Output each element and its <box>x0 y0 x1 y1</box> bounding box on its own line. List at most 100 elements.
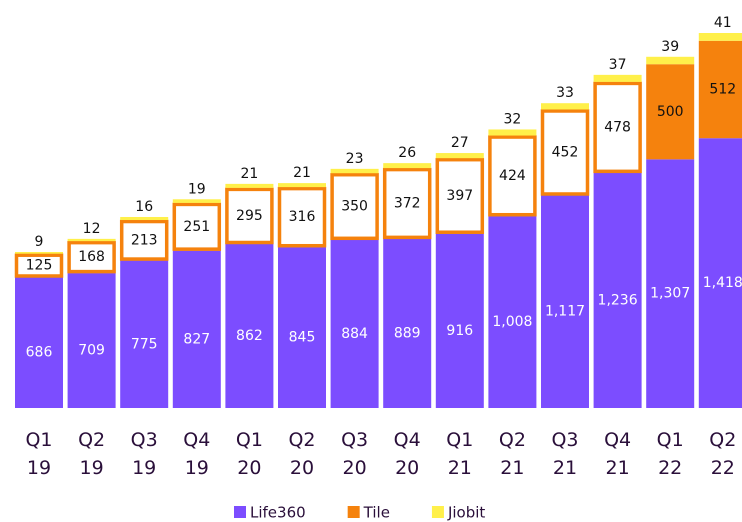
x-tick-label: Q2 19 <box>78 429 105 479</box>
value-label: 213 <box>131 232 158 248</box>
value-label: 23 <box>346 151 364 167</box>
x-tick-label: Q1 20 <box>236 429 263 479</box>
bar-segment <box>119 219 169 261</box>
bar-segment <box>15 277 63 408</box>
x-tick-label: Q4 19 <box>183 429 210 479</box>
value-label: 512 <box>709 82 736 98</box>
bar-segment <box>120 216 169 221</box>
value-label: 316 <box>289 209 316 225</box>
value-label: 33 <box>556 85 574 101</box>
x-tick-label: Q3 21 <box>551 429 578 479</box>
bar-segment <box>383 163 432 169</box>
value-label: 686 <box>26 345 53 361</box>
x-tick-label: Q4 21 <box>604 429 631 479</box>
bar-segment <box>646 56 695 65</box>
x-tick-label: Q2 20 <box>288 429 315 479</box>
bar-segment <box>278 247 326 408</box>
bar-segment <box>278 183 326 188</box>
bar-segment <box>14 253 64 278</box>
x-tick-label: Q3 20 <box>341 429 368 479</box>
value-label: 452 <box>552 144 579 160</box>
value-label: 16 <box>135 199 153 215</box>
value-label: 916 <box>446 323 473 339</box>
value-label: 1,307 <box>650 286 690 302</box>
bar-segment <box>541 103 589 110</box>
bar-segment <box>593 81 642 174</box>
value-label: 397 <box>446 188 473 204</box>
legend-swatch <box>431 506 444 518</box>
bar-segment <box>488 135 537 217</box>
bar-segment <box>15 251 63 254</box>
value-label: 884 <box>341 326 368 342</box>
x-tick-label: Q1 19 <box>25 429 52 479</box>
value-label: 424 <box>499 168 526 184</box>
legend-swatch <box>234 506 246 518</box>
value-label: 500 <box>657 104 684 120</box>
bar-segment <box>67 240 116 274</box>
bar-segment <box>225 243 274 408</box>
x-tick-label: Q1 21 <box>446 429 473 479</box>
bar-segment <box>172 250 221 408</box>
x-tick-label: Q2 21 <box>499 429 526 479</box>
value-label: 775 <box>131 336 158 352</box>
bar-segment <box>225 183 274 188</box>
x-tick-label: Q3 19 <box>131 429 158 479</box>
value-label: 26 <box>398 145 416 161</box>
value-label: 32 <box>503 111 521 127</box>
bar-segment <box>435 153 484 159</box>
value-label: 1,117 <box>545 304 585 320</box>
value-label: 21 <box>240 166 258 182</box>
value-label: 21 <box>293 165 311 181</box>
value-label: 27 <box>451 135 469 151</box>
bar-segment <box>540 109 590 196</box>
bar-segment <box>698 33 742 41</box>
value-label: 251 <box>183 219 210 235</box>
bar-segment <box>330 172 379 241</box>
bar-segment <box>435 233 484 408</box>
legend-swatch <box>347 506 360 518</box>
bar-segment <box>172 199 221 203</box>
value-label: 1,236 <box>598 292 638 308</box>
value-label: 709 <box>78 343 105 359</box>
bar-segment <box>698 40 742 139</box>
value-label: 295 <box>236 208 263 224</box>
value-label: 12 <box>83 221 101 237</box>
value-label: 350 <box>341 199 368 215</box>
value-label: 889 <box>394 325 421 341</box>
value-label: 478 <box>604 119 631 135</box>
bar-segment <box>67 238 116 242</box>
value-label: 19 <box>188 181 206 197</box>
bar-segment <box>330 168 379 174</box>
bar-segment <box>646 64 695 160</box>
value-label: 845 <box>289 330 316 346</box>
x-tick-label: Q2 22 <box>709 429 736 479</box>
bar-segment <box>67 273 116 408</box>
x-tick-label: Q1 22 <box>657 429 684 479</box>
value-label: 372 <box>394 195 421 211</box>
bar-segment <box>593 74 642 82</box>
value-label: 125 <box>26 258 53 274</box>
bar-segment <box>330 239 379 408</box>
value-label: 168 <box>78 249 105 265</box>
bar-segment <box>277 186 327 248</box>
bar-segment <box>172 202 222 251</box>
legend-label: Tile <box>363 504 390 522</box>
x-tick-label: Q4 20 <box>394 429 421 479</box>
value-label: 1,008 <box>492 314 532 330</box>
bar-segment <box>698 138 742 409</box>
bar-segment <box>383 238 432 408</box>
bar-segment <box>593 172 642 408</box>
bar-segment <box>382 167 432 240</box>
legend-label: Life360 <box>250 504 306 522</box>
bar-segment <box>120 260 169 408</box>
bar-segment <box>488 129 537 136</box>
value-label: 827 <box>183 331 210 347</box>
bar-segment <box>541 195 589 408</box>
bar-segment <box>488 216 537 408</box>
bar-segment <box>646 159 695 408</box>
value-label: 9 <box>35 234 44 250</box>
value-label: 862 <box>236 328 263 344</box>
value-label: 37 <box>609 57 627 73</box>
bar-segment <box>435 157 485 234</box>
